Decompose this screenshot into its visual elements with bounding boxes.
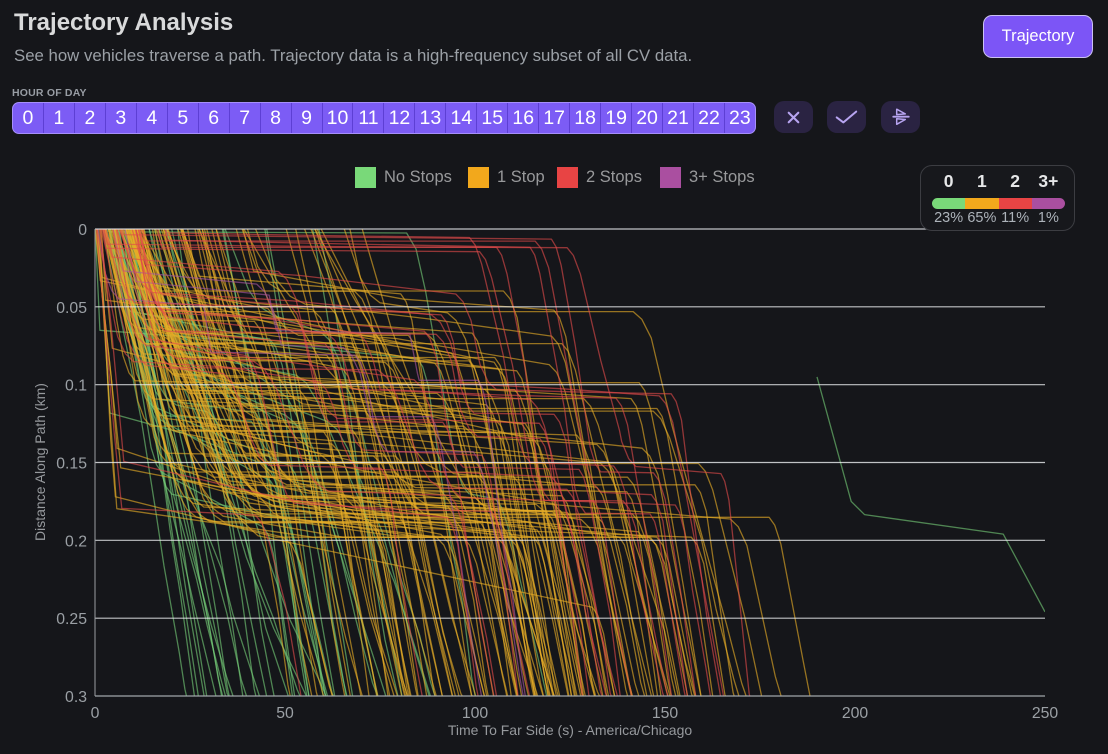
svg-text:Distance Along Path (km): Distance Along Path (km): [32, 383, 48, 541]
svg-text:0.2: 0.2: [65, 533, 87, 550]
svg-text:0: 0: [78, 222, 87, 239]
svg-text:50: 50: [276, 705, 294, 722]
svg-text:100: 100: [462, 705, 489, 722]
svg-text:150: 150: [652, 705, 679, 722]
svg-text:0.15: 0.15: [56, 456, 87, 473]
svg-text:250: 250: [1032, 705, 1059, 722]
svg-text:0.1: 0.1: [65, 378, 87, 395]
svg-text:0: 0: [91, 705, 100, 722]
svg-text:0.3: 0.3: [65, 689, 87, 706]
svg-text:200: 200: [842, 705, 869, 722]
svg-text:0.05: 0.05: [56, 300, 87, 317]
svg-text:0.25: 0.25: [56, 611, 87, 628]
svg-text:Time To Far Side (s) - America: Time To Far Side (s) - America/Chicago: [448, 722, 693, 738]
